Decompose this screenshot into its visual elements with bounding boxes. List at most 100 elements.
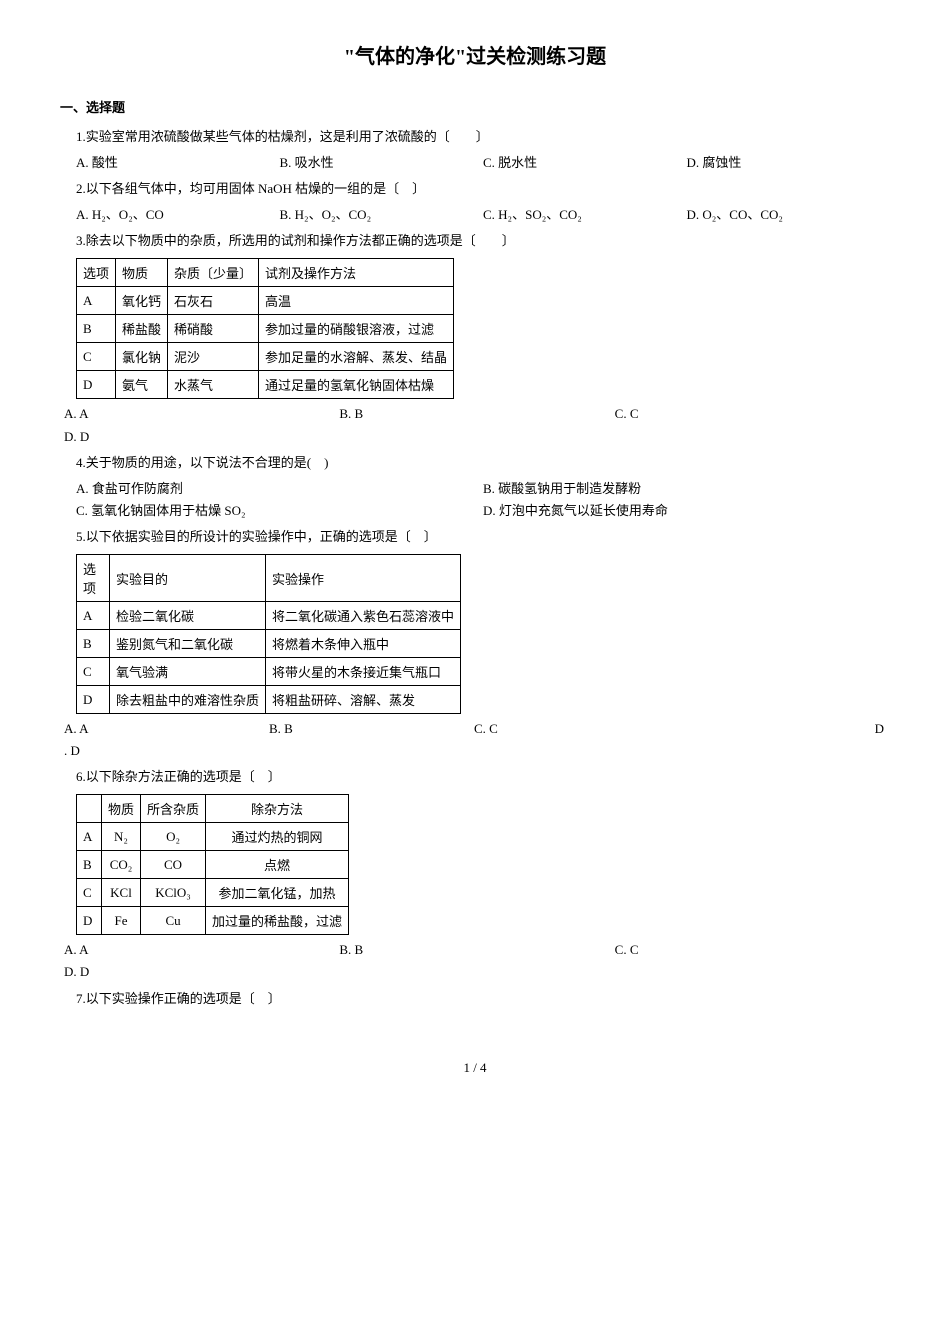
q7-stem: 7.以下实验操作正确的选项是〔 〕: [76, 988, 890, 1010]
q4-opt-c: C. 氢氧化钠固体用于枯燥 SO₂: [76, 500, 483, 522]
q6-opt-d: D. D: [64, 961, 890, 983]
q6-options: A. A B. B C. C: [64, 939, 890, 961]
table-cell: O₂: [141, 823, 206, 851]
table-cell: 氧化钙: [116, 287, 168, 315]
table-cell: 鉴别氮气和二氧化碳: [110, 630, 266, 658]
q5-opt-d: . D: [64, 740, 890, 762]
table-cell: 将带火星的木条接近集气瓶口: [266, 658, 461, 686]
q5-th-1: 实验目的: [110, 555, 266, 602]
q3-table: 选项 物质 杂质〔少量〕 试剂及操作方法 A 氧化钙 石灰石 高温 B 稀盐酸 …: [76, 258, 454, 399]
q6-stem: 6.以下除杂方法正确的选项是〔 〕: [76, 766, 890, 788]
q1-stem: 1.实验室常用浓硫酸做某些气体的枯燥剂，这是利用了浓硫酸的〔 〕: [76, 126, 890, 148]
table-cell: C: [77, 343, 116, 371]
q1-opt-d: D. 腐蚀性: [687, 152, 891, 174]
table-cell: D: [77, 907, 102, 935]
table-cell: N₂: [102, 823, 141, 851]
table-cell: Cu: [141, 907, 206, 935]
page-title: "气体的净化"过关检测练习题: [60, 40, 890, 69]
q6-table: 物质 所含杂质 除杂方法 A N₂ O₂ 通过灼热的铜网 B CO₂ CO 点燃…: [76, 794, 349, 935]
table-cell: 氧气验满: [110, 658, 266, 686]
q3-opt-c: C. C: [615, 403, 890, 425]
q4-opt-a: A. 食盐可作防腐剂: [76, 478, 483, 500]
q4-stem: 4.关于物质的用途，以下说法不合理的是( ): [76, 452, 890, 474]
table-cell: B: [77, 315, 116, 343]
q6-th-1: 物质: [102, 795, 141, 823]
q6-th-0: [77, 795, 102, 823]
q3-opt-b: B. B: [339, 403, 614, 425]
q5-th-0: 选 项: [77, 555, 110, 602]
q6-opt-c: C. C: [615, 939, 890, 961]
q2-opt-b: B. H₂、O₂、CO₂: [280, 204, 484, 226]
table-cell: 稀盐酸: [116, 315, 168, 343]
q4-opt-b: B. 碳酸氢钠用于制造发酵粉: [483, 478, 890, 500]
table-cell: 点燃: [206, 851, 349, 879]
table-cell: A: [77, 287, 116, 315]
table-cell: C: [77, 658, 110, 686]
table-cell: 除去粗盐中的难溶性杂质: [110, 686, 266, 714]
table-cell: 稀硝酸: [168, 315, 259, 343]
q4-opt-d: D. 灯泡中充氮气以延长使用寿命: [483, 500, 890, 522]
table-cell: 高温: [259, 287, 454, 315]
q5-opt-a: A. A: [64, 718, 269, 740]
table-cell: CO: [141, 851, 206, 879]
table-cell: A: [77, 602, 110, 630]
page-number: 1 / 4: [60, 1060, 890, 1076]
q3-th-1: 物质: [116, 259, 168, 287]
q2-opt-a: A. H₂、O₂、CO: [76, 204, 280, 226]
table-cell: B: [77, 630, 110, 658]
table-cell: D: [77, 686, 110, 714]
table-cell: B: [77, 851, 102, 879]
q5-options: A. A B. B C. C D: [64, 718, 890, 740]
q5-opt-c: C. C: [474, 718, 679, 740]
q2-opt-d: D. O₂、CO、CO₂: [687, 204, 891, 226]
table-cell: 氯化钠: [116, 343, 168, 371]
q6-opt-a: A. A: [64, 939, 339, 961]
q1-opt-b: B. 吸水性: [280, 152, 484, 174]
q5-opt-d2: D: [679, 718, 890, 740]
table-cell: Fe: [102, 907, 141, 935]
q3-th-2: 杂质〔少量〕: [168, 259, 259, 287]
table-cell: 将粗盐研碎、溶解、蒸发: [266, 686, 461, 714]
q3-opt-a: A. A: [64, 403, 339, 425]
table-cell: CO₂: [102, 851, 141, 879]
q2-opt-c: C. H₂、SO₂、CO₂: [483, 204, 687, 226]
table-cell: D: [77, 371, 116, 399]
section-heading: 一、选择题: [60, 97, 890, 116]
table-cell: 通过足量的氢氧化钠固体枯燥: [259, 371, 454, 399]
table-cell: KClO₃: [141, 879, 206, 907]
table-cell: 参加二氧化锰，加热: [206, 879, 349, 907]
table-cell: 检验二氧化碳: [110, 602, 266, 630]
table-cell: 泥沙: [168, 343, 259, 371]
table-cell: 氨气: [116, 371, 168, 399]
table-cell: 通过灼热的铜网: [206, 823, 349, 851]
q4-options-row1: A. 食盐可作防腐剂 B. 碳酸氢钠用于制造发酵粉: [76, 478, 890, 500]
table-cell: KCl: [102, 879, 141, 907]
table-cell: 参加过量的硝酸银溶液，过滤: [259, 315, 454, 343]
q2-options: A. H₂、O₂、CO B. H₂、O₂、CO₂ C. H₂、SO₂、CO₂ D…: [76, 204, 890, 226]
q5-stem: 5.以下依据实验目的所设计的实验操作中，正确的选项是〔 〕: [76, 526, 890, 548]
q3-th-0: 选项: [77, 259, 116, 287]
q2-stem: 2.以下各组气体中，均可用固体 NaOH 枯燥的一组的是〔 〕: [76, 178, 890, 200]
q3-stem: 3.除去以下物质中的杂质，所选用的试剂和操作方法都正确的选项是〔 〕: [76, 230, 890, 252]
q3-th-3: 试剂及操作方法: [259, 259, 454, 287]
table-cell: C: [77, 879, 102, 907]
q3-opt-d: D. D: [64, 426, 890, 448]
table-cell: A: [77, 823, 102, 851]
q5-opt-b: B. B: [269, 718, 474, 740]
q1-opt-a: A. 酸性: [76, 152, 280, 174]
q6-th-3: 除杂方法: [206, 795, 349, 823]
table-cell: 将二氧化碳通入紫色石蕊溶液中: [266, 602, 461, 630]
q3-options: A. A B. B C. C: [64, 403, 890, 425]
q6-opt-b: B. B: [339, 939, 614, 961]
q5-table: 选 项 实验目的 实验操作 A 检验二氧化碳 将二氧化碳通入紫色石蕊溶液中 B …: [76, 554, 461, 714]
q5-th-2: 实验操作: [266, 555, 461, 602]
q1-options: A. 酸性 B. 吸水性 C. 脱水性 D. 腐蚀性: [76, 152, 890, 174]
table-cell: 将燃着木条伸入瓶中: [266, 630, 461, 658]
q4-options-row2: C. 氢氧化钠固体用于枯燥 SO₂ D. 灯泡中充氮气以延长使用寿命: [76, 500, 890, 522]
q1-opt-c: C. 脱水性: [483, 152, 687, 174]
table-cell: 加过量的稀盐酸，过滤: [206, 907, 349, 935]
table-cell: 石灰石: [168, 287, 259, 315]
q6-th-2: 所含杂质: [141, 795, 206, 823]
table-cell: 参加足量的水溶解、蒸发、结晶: [259, 343, 454, 371]
table-cell: 水蒸气: [168, 371, 259, 399]
